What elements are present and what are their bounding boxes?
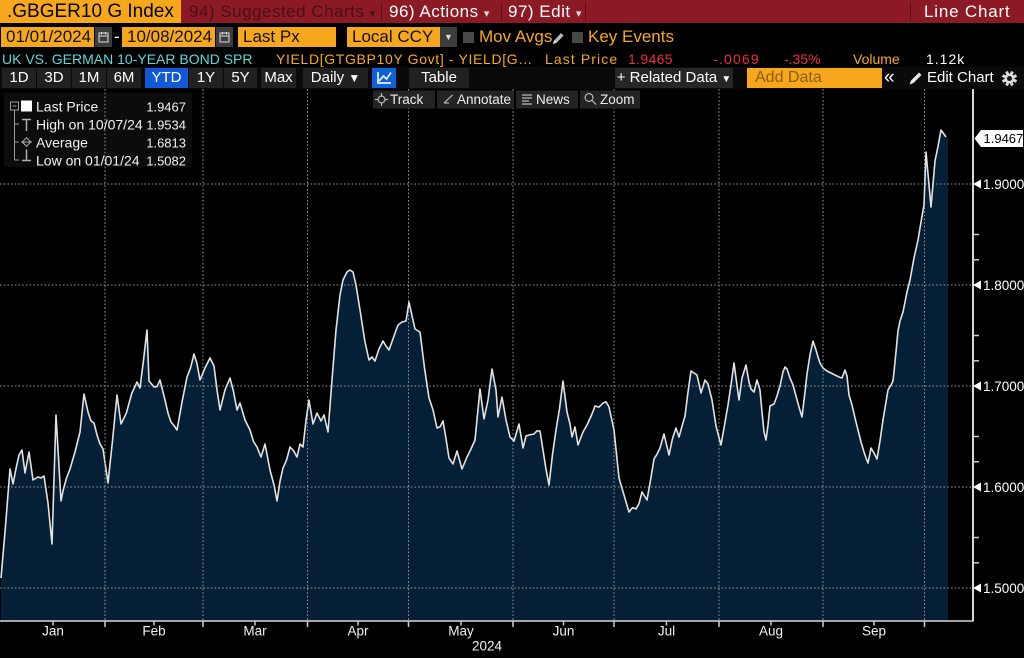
svg-text:Last Price: Last Price [36, 99, 98, 115]
svg-text:May: May [448, 624, 474, 639]
svg-text:1.6813: 1.6813 [146, 136, 186, 151]
svg-text:Zoom: Zoom [600, 92, 635, 107]
svg-text:1.9534: 1.9534 [146, 118, 186, 133]
svg-text:Annotate: Annotate [457, 92, 511, 107]
svg-text:1.6000: 1.6000 [983, 480, 1024, 495]
svg-text:Mar: Mar [243, 624, 267, 639]
svg-text:Jan: Jan [42, 624, 64, 639]
svg-text:1.9467: 1.9467 [146, 100, 186, 115]
svg-text:1.9467: 1.9467 [984, 131, 1024, 146]
svg-text:Track: Track [390, 92, 423, 107]
svg-text:1.5000: 1.5000 [983, 581, 1024, 596]
svg-text:1.5082: 1.5082 [146, 154, 186, 169]
svg-text:Low on 01/01/24: Low on 01/01/24 [36, 153, 140, 169]
svg-text:High on 10/07/24: High on 10/07/24 [36, 117, 143, 133]
svg-text:Jun: Jun [553, 624, 575, 639]
svg-text:News: News [536, 92, 570, 107]
svg-text:Aug: Aug [759, 624, 783, 639]
svg-text:Feb: Feb [142, 624, 165, 639]
svg-text:Apr: Apr [347, 624, 369, 639]
svg-text:Jul: Jul [658, 624, 675, 639]
svg-text:1.9000: 1.9000 [983, 177, 1024, 192]
svg-text:Sep: Sep [862, 624, 886, 639]
svg-text:1.8000: 1.8000 [983, 278, 1024, 293]
svg-text:1.7000: 1.7000 [983, 379, 1024, 394]
svg-text:Average: Average [36, 135, 88, 151]
svg-text:2024: 2024 [472, 639, 503, 654]
